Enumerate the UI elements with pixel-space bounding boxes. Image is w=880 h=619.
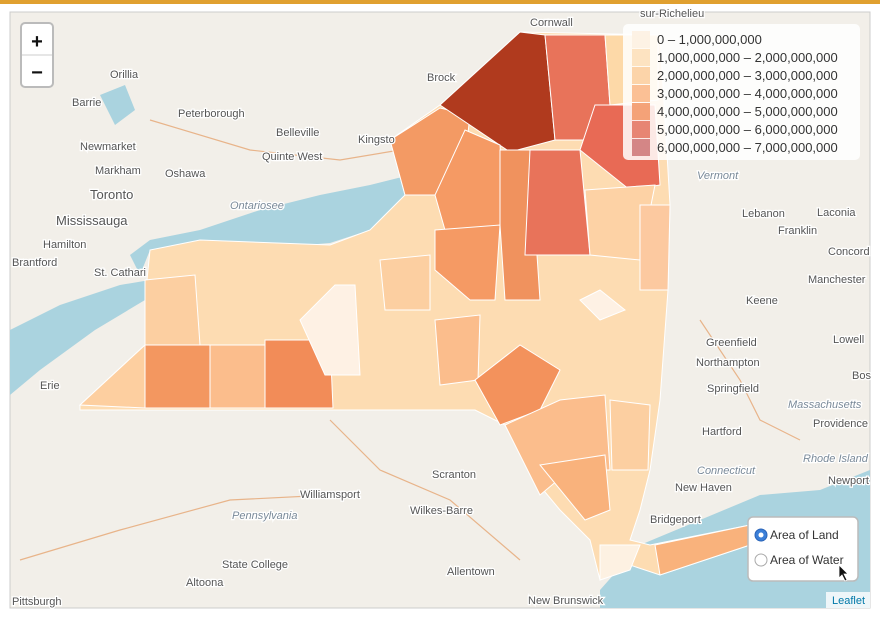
zoom-out[interactable]: − <box>31 62 43 84</box>
place-label: Springfield <box>707 383 759 395</box>
place-label: Pittsburgh <box>12 596 62 608</box>
place-label: Lowell <box>833 334 864 346</box>
place-label: Peterborough <box>178 108 245 120</box>
legend-swatch <box>632 67 650 84</box>
place-label: Hartford <box>702 426 742 438</box>
top-bar <box>0 0 880 4</box>
place-label: Lebanon <box>742 208 785 220</box>
layer-box <box>747 516 859 582</box>
place-label: Vermont <box>697 170 739 182</box>
place-label: Ontariosee <box>230 200 284 212</box>
place-label: Providence <box>813 418 868 430</box>
place-label: Keene <box>746 295 778 307</box>
place-label: Williamsport <box>300 489 360 501</box>
legend-label: 3,000,000,000 – 4,000,000,000 <box>657 86 838 101</box>
legend-label: 0 – 1,000,000,000 <box>657 32 762 47</box>
place-label: Northampton <box>696 357 760 369</box>
place-label: Concord <box>828 246 870 258</box>
legend-swatch <box>632 103 650 120</box>
place-label: Scranton <box>432 469 476 481</box>
zoom-in[interactable]: + <box>31 31 43 53</box>
place-label: Orillia <box>110 69 139 81</box>
place-label: Laconia <box>817 207 856 219</box>
place-label: Newmarket <box>80 141 136 153</box>
place-label: Wilkes-Barre <box>410 505 473 517</box>
place-label: Altoona <box>186 577 224 589</box>
place-label: Manchester <box>808 274 866 286</box>
place-label: Allentown <box>447 566 495 578</box>
place-label: Toronto <box>90 187 133 202</box>
legend-label: 5,000,000,000 – 6,000,000,000 <box>657 122 838 137</box>
place-labels: Cornwall sur-Richelieu Orillia Brock Bar… <box>11 7 873 610</box>
place-label: Greenfield <box>706 337 757 349</box>
zoom-control: + − <box>20 22 54 88</box>
place-label: Erie <box>40 380 60 392</box>
radio-label[interactable]: Area of Water <box>770 553 844 567</box>
attribution[interactable]: Leaflet <box>832 595 865 607</box>
roads <box>19 119 801 561</box>
place-label: Barrie <box>72 97 101 109</box>
place-label: Rhode Island <box>803 453 869 465</box>
place-label: Brantford <box>12 257 57 269</box>
legend-label: 2,000,000,000 – 3,000,000,000 <box>657 68 838 83</box>
legend-swatch <box>632 139 650 156</box>
layer-control: Area of Land Area of Water <box>747 516 859 582</box>
legend: 0 – 1,000,000,000 1,000,000,000 – 2,000,0… <box>623 24 860 160</box>
place-label: New Brunswick <box>528 595 604 607</box>
place-label: Oshawa <box>165 168 206 180</box>
place-label: Bridgeport <box>650 514 701 526</box>
place-label: Belleville <box>276 127 319 139</box>
place-label: St. Cathari <box>94 267 146 279</box>
radio-dot <box>758 532 764 538</box>
legend-label: 4,000,000,000 – 5,000,000,000 <box>657 104 838 119</box>
legend-swatch <box>632 49 650 66</box>
legend-swatch <box>632 85 650 102</box>
cursor <box>838 564 849 582</box>
place-label: Mississauga <box>56 213 128 228</box>
legend-label: 1,000,000,000 – 2,000,000,000 <box>657 50 838 65</box>
radio-label[interactable]: Area of Land <box>770 528 839 542</box>
attribution-box <box>826 592 870 608</box>
place-label: Massachusetts <box>788 399 862 411</box>
place-label: Pennsylvania <box>232 510 297 522</box>
place-label: Markham <box>95 165 141 177</box>
place-label: Quinte West <box>262 151 322 163</box>
legend-swatch <box>632 31 650 48</box>
radio-button[interactable] <box>754 553 768 567</box>
place-label: Connecticut <box>697 465 756 477</box>
place-label: sur-Richelieu <box>640 8 704 20</box>
place-label: Hamilton <box>43 239 86 251</box>
place-label: New Haven <box>675 482 732 494</box>
place-label: Cornwall <box>530 17 573 29</box>
legend-label: 6,000,000,000 – 7,000,000,000 <box>657 140 838 155</box>
place-label: Bos <box>852 370 871 382</box>
place-label: Kingsto <box>358 134 395 146</box>
place-label: Franklin <box>778 225 817 237</box>
place-label: Newport <box>828 475 869 487</box>
place-label: Brock <box>427 72 456 84</box>
legend-swatch <box>632 121 650 138</box>
place-label: State College <box>222 559 288 571</box>
legend-box <box>623 24 860 160</box>
